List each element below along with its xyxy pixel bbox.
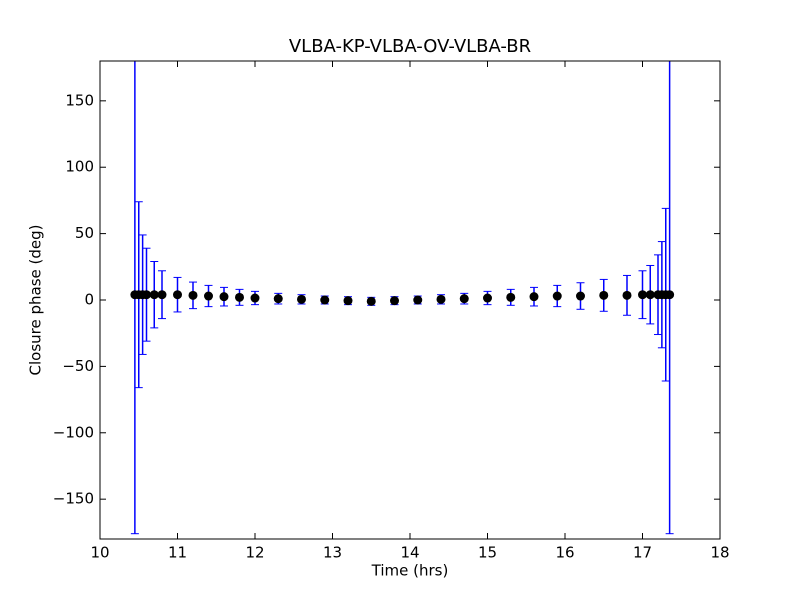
chart-title: VLBA-KP-VLBA-OV-VLBA-BR [289,36,531,57]
data-point [366,296,376,306]
x-tick-label: 16 [555,544,574,562]
data-point [188,290,198,300]
y-tick-label: 0 [84,291,94,309]
data-point [173,290,182,300]
data-point [250,293,260,303]
data-point [204,291,213,301]
data-point [665,290,675,300]
x-tick-label: 17 [633,544,652,562]
data-point [459,294,469,304]
data-point [413,295,423,305]
data-point [483,293,492,303]
data-point [157,290,167,300]
data-point [390,296,399,306]
data-point [622,290,632,300]
data-point [576,291,585,301]
data-point [645,290,655,300]
x-axis-label: Time (hrs) [371,562,449,580]
y-tick-label: −150 [53,490,94,508]
x-tick-label: 13 [323,544,342,562]
data-point [273,294,283,304]
y-axis-label: Closure phase (deg) [27,225,45,376]
x-tick-label: 14 [400,544,419,562]
data-point [297,294,306,304]
y-tick-label: 100 [65,158,94,176]
x-tick-label: 12 [245,544,264,562]
data-point [235,292,244,302]
data-point [638,290,647,300]
data-point [506,292,516,302]
x-tick-label: 10 [90,544,109,562]
y-tick-label: −100 [53,423,94,441]
x-tick-label: 15 [478,544,497,562]
data-point [219,292,229,302]
data-point [599,290,609,300]
data-point [149,290,159,300]
x-tick-label: 18 [710,544,729,562]
x-tick-label: 11 [168,544,187,562]
data-point [552,291,562,301]
data-point [436,294,446,304]
data-point [529,292,539,302]
data-point [320,295,330,305]
data-point [142,290,151,300]
y-tick-label: 50 [75,224,94,242]
y-tick-label: −50 [62,357,94,375]
data-point [343,296,353,306]
plot-area [130,61,675,535]
y-tick-label: 150 [65,91,94,109]
